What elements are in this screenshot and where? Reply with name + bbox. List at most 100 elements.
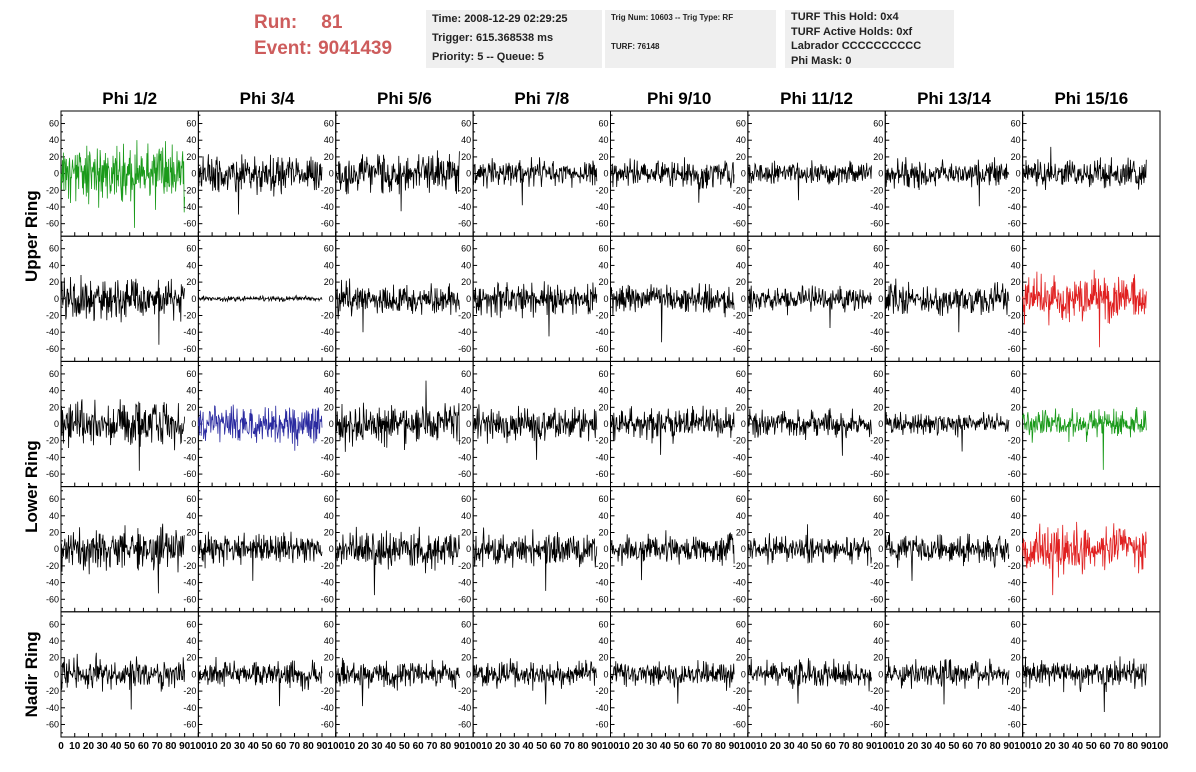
y-tick-label: 40	[324, 386, 334, 396]
y-tick-label: 60	[1011, 119, 1021, 129]
y-tick-label: -20	[46, 686, 59, 696]
column-title-7: Phi 13/14	[917, 89, 991, 108]
x-tick-label: 90	[591, 741, 603, 752]
y-tick-label: 40	[598, 511, 608, 521]
y-tick-label: 20	[186, 152, 196, 162]
waveform-r1-c4	[472, 157, 598, 206]
x-tick-label: 60	[550, 741, 562, 752]
waveform-r4-c2	[198, 531, 323, 581]
y-tick-label: 40	[461, 636, 471, 646]
waveform-r2-c6	[747, 284, 872, 329]
y-tick-label: -40	[595, 703, 608, 713]
y-tick-label: -40	[870, 327, 883, 337]
ring-label-3: Nadir Ring	[22, 631, 41, 717]
waveform-r5-c8	[1022, 656, 1147, 713]
y-tick-label: -60	[458, 594, 471, 604]
y-tick-label: 40	[49, 260, 59, 270]
y-tick-label: 20	[186, 277, 196, 287]
y-tick-label: 40	[736, 135, 746, 145]
y-tick-label: -20	[46, 436, 59, 446]
y-tick-label: 0	[191, 669, 196, 679]
waveform-r3-c5	[610, 405, 735, 455]
y-tick-label: -20	[183, 686, 196, 696]
y-tick-label: 20	[461, 653, 471, 663]
y-tick-label: 0	[878, 294, 883, 304]
y-tick-label: 20	[736, 277, 746, 287]
y-tick-label: 60	[461, 119, 471, 129]
y-tick-label: 40	[49, 386, 59, 396]
y-tick-label: -60	[733, 219, 746, 229]
y-tick-label: 60	[873, 494, 883, 504]
y-tick-label: 40	[1011, 636, 1021, 646]
y-tick-label: 0	[329, 669, 334, 679]
waveform-r4-c3	[335, 526, 460, 596]
y-tick-label: 20	[49, 528, 59, 538]
waveform-r5-c5	[610, 660, 735, 704]
y-tick-label: -60	[46, 469, 59, 479]
y-tick-label: 0	[54, 294, 59, 304]
y-tick-label: 40	[186, 386, 196, 396]
y-tick-label: 0	[1016, 294, 1021, 304]
y-tick-label: -40	[595, 327, 608, 337]
y-tick-label: 0	[1016, 544, 1021, 554]
y-tick-label: 40	[736, 636, 746, 646]
y-tick-label: 20	[736, 528, 746, 538]
x-tick-label: 20	[1045, 741, 1057, 752]
y-tick-label: -40	[46, 202, 59, 212]
y-tick-label: 40	[736, 511, 746, 521]
y-tick-label: 20	[598, 528, 608, 538]
turf-info-box: TURF This Hold: 0x4 TURF Active Holds: 0…	[785, 10, 954, 68]
x-tick-label: 90	[729, 741, 741, 752]
y-tick-label: 20	[186, 528, 196, 538]
y-tick-label: 20	[1011, 402, 1021, 412]
panel-frame	[335, 486, 474, 613]
y-tick-label: 20	[1011, 528, 1021, 538]
y-tick-label: -20	[1008, 185, 1021, 195]
y-tick-label: 20	[873, 277, 883, 287]
trig-num-text: Trig Num: 10603 -- Trig Type: RF	[611, 13, 734, 22]
x-tick-label: 20	[770, 741, 782, 752]
y-tick-label: 20	[324, 528, 334, 538]
x-tick-label: 90	[1003, 741, 1015, 752]
y-tick-label: 60	[324, 619, 334, 629]
waveform-r3-c4	[472, 404, 598, 460]
y-tick-label: 40	[186, 135, 196, 145]
y-tick-label: 40	[736, 260, 746, 270]
y-tick-label: -40	[183, 327, 196, 337]
y-tick-label: 0	[329, 169, 334, 179]
y-tick-label: 0	[466, 294, 471, 304]
y-tick-label: 20	[324, 277, 334, 287]
phi-mask-text: Phi Mask: 0	[791, 54, 852, 67]
y-tick-label: 20	[324, 402, 334, 412]
y-tick-label: 60	[736, 619, 746, 629]
waveform-r1-c1	[60, 140, 185, 228]
y-tick-label: -60	[733, 594, 746, 604]
x-tick-label: 40	[935, 741, 947, 752]
y-tick-label: 40	[186, 636, 196, 646]
y-tick-label: -60	[733, 344, 746, 354]
y-tick-label: 60	[324, 369, 334, 379]
trig-info-box: Trig Num: 10603 -- Trig Type: RF TURF: 7…	[605, 10, 776, 68]
x-tick-label: 90	[316, 741, 328, 752]
y-tick-label: 40	[324, 260, 334, 270]
y-tick-label: -20	[1008, 561, 1021, 571]
y-tick-label: 0	[191, 169, 196, 179]
y-tick-label: 60	[1011, 619, 1021, 629]
y-tick-label: -20	[183, 185, 196, 195]
y-tick-label: -60	[870, 469, 883, 479]
y-tick-label: -20	[595, 686, 608, 696]
y-tick-label: 0	[603, 669, 608, 679]
y-tick-label: 60	[461, 619, 471, 629]
y-tick-label: 60	[736, 369, 746, 379]
y-tick-label: -20	[46, 185, 59, 195]
y-tick-label: 0	[54, 169, 59, 179]
waveform-r1-c8	[1022, 146, 1147, 191]
y-tick-label: -40	[870, 703, 883, 713]
y-tick-label: 0	[191, 544, 196, 554]
y-tick-label: -40	[46, 452, 59, 462]
x-tick-label: 70	[701, 741, 713, 752]
y-tick-label: -20	[46, 561, 59, 571]
x-tick-label: 90	[179, 741, 191, 752]
y-tick-label: -40	[321, 578, 334, 588]
x-tick-label: 70	[838, 741, 850, 752]
